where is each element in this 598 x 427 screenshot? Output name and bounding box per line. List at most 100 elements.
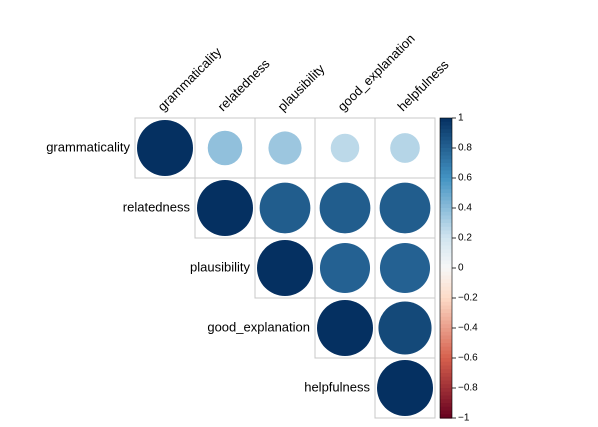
colorbar-segment [440, 294, 452, 299]
colorbar-segment [440, 279, 452, 284]
colorbar-segment [440, 395, 452, 400]
colorbar-tick-label: 0.6 [458, 173, 472, 184]
colorbar-segment [440, 271, 452, 277]
colorbar-tick-label: 0.2 [458, 233, 472, 244]
colorbar-segment [440, 253, 452, 258]
row-label-grammaticality: grammaticality [46, 139, 130, 154]
colorbar-segment [440, 343, 452, 348]
circle-relatedness-helpfulness [379, 182, 431, 234]
colorbar-segment [440, 245, 452, 250]
colorbar-segment [440, 185, 452, 190]
colorbar-segment [440, 144, 452, 149]
colorbar-segment [440, 230, 452, 235]
colorbar-tick-label: −0.2 [458, 293, 478, 304]
colorbar-segment [440, 346, 452, 352]
colorbar-segment [440, 380, 452, 385]
colorbar-segment [440, 193, 452, 198]
colorbar-segment [440, 125, 452, 130]
colorbar-segment [440, 200, 452, 205]
column-label-plausibility: plausibility [275, 61, 328, 114]
circle-good-explanation-good-explanation [317, 300, 373, 356]
colorbar-segment [440, 268, 452, 273]
colorbar-segment [440, 410, 452, 415]
colorbar: 1 0.8 0.6 0.4 0.2 0 −0.2 −0.4 −0.6 −0.8 −1 [439, 113, 478, 424]
colorbar-segment [440, 335, 452, 340]
column-label-helpfulness: helpfulness [395, 57, 452, 114]
circle-good-explanation-helpfulness [378, 301, 432, 355]
colorbar-segment [440, 129, 452, 134]
colorbar-segment [440, 226, 452, 232]
colorbar-segment [440, 189, 452, 194]
colorbar-segment [440, 406, 452, 412]
colorbar-segment [440, 339, 452, 344]
colorbar-tick-label: −0.6 [458, 353, 478, 364]
colorbar-segment [440, 350, 452, 355]
colorbar-tick-label: −1 [458, 413, 470, 424]
colorbar-segment [440, 305, 452, 310]
colorbar-segment [440, 361, 452, 367]
circle-relatedness-plausibility [259, 182, 311, 234]
circle-plausibility-plausibility [257, 240, 313, 296]
colorbar-segment [440, 170, 452, 175]
row-label-plausibility: plausibility [190, 259, 250, 274]
colorbar-segment [440, 181, 452, 187]
circle-grammaticality-plausibility [268, 131, 302, 165]
colorbar-segment [440, 365, 452, 370]
circle-plausibility-helpfulness [379, 242, 431, 294]
circle-plausibility-good-explanation [319, 242, 371, 294]
colorbar-segment [440, 264, 452, 269]
colorbar-segment [440, 223, 452, 228]
colorbar-segment [440, 388, 452, 393]
row-labels: grammaticality relatedness plausibility goo… [46, 139, 370, 394]
circle-grammaticality-helpfulness [390, 133, 420, 163]
colorbar-segment [440, 399, 452, 404]
colorbar-tick-label: 0.4 [458, 203, 472, 214]
colorbar-segment [440, 219, 452, 224]
colorbar-segment [440, 238, 452, 243]
circle-grammaticality-grammaticality [137, 120, 193, 176]
colorbar-segment [440, 298, 452, 303]
colorbar-segment [440, 313, 452, 318]
colorbar-segment [440, 376, 452, 382]
circles-layer [137, 120, 433, 416]
colorbar-segment [440, 320, 452, 325]
colorbar-segment [440, 133, 452, 138]
colorbar-segment [440, 196, 452, 202]
colorbar-segment [440, 215, 452, 220]
colorbar-segment [440, 301, 452, 307]
colorbar-segment [440, 148, 452, 153]
colorbar-segment [440, 178, 452, 183]
colorbar-segment [440, 249, 452, 254]
colorbar-tick-label: −0.8 [458, 383, 478, 394]
colorbar-segment [440, 208, 452, 213]
row-label-good-explanation: good_explanation [207, 319, 310, 334]
colorbar-segment [440, 163, 452, 168]
column-label-relatedness: relatedness [215, 56, 273, 114]
colorbar-segment [440, 211, 452, 217]
colorbar-segment [440, 286, 452, 292]
colorbar-segment [440, 174, 452, 179]
colorbar-segment [440, 140, 452, 145]
colorbar-segment [440, 354, 452, 359]
colorbar-segment [440, 241, 452, 247]
colorbar-tick-label: 0 [458, 263, 464, 274]
colorbar-segment [440, 358, 452, 363]
colorbar-segment [440, 256, 452, 262]
colorbar-segment [440, 384, 452, 389]
colorbar-segment [440, 414, 452, 419]
colorbar-segment [440, 136, 452, 142]
colorbar-segment [440, 166, 452, 172]
colorbar-segment [440, 204, 452, 209]
circle-relatedness-relatedness [197, 180, 253, 236]
colorbar-tick-label: 1 [458, 113, 464, 124]
circle-relatedness-good-explanation [319, 182, 371, 234]
colorbar-tick-label: 0.8 [458, 143, 472, 154]
colorbar-segment [440, 234, 452, 239]
colorbar-segment [440, 403, 452, 408]
colorbar-segment [440, 155, 452, 160]
circle-helpfulness-helpfulness [377, 360, 433, 416]
row-label-helpfulness: helpfulness [304, 379, 370, 394]
